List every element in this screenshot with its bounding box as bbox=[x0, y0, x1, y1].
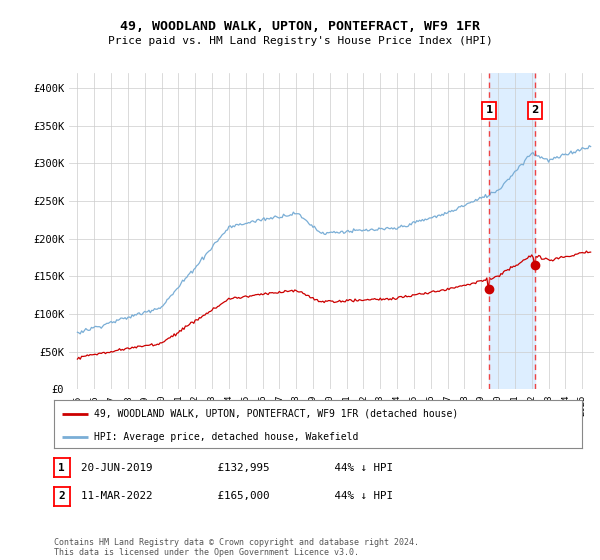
Text: 20-JUN-2019          £132,995          44% ↓ HPI: 20-JUN-2019 £132,995 44% ↓ HPI bbox=[81, 463, 393, 473]
Bar bbox=[489, 73, 535, 389]
Text: 49, WOODLAND WALK, UPTON, PONTEFRACT, WF9 1FR: 49, WOODLAND WALK, UPTON, PONTEFRACT, WF… bbox=[120, 20, 480, 32]
Text: 49, WOODLAND WALK, UPTON, PONTEFRACT, WF9 1FR (detached house): 49, WOODLAND WALK, UPTON, PONTEFRACT, WF… bbox=[94, 409, 458, 419]
Text: HPI: Average price, detached house, Wakefield: HPI: Average price, detached house, Wake… bbox=[94, 432, 358, 442]
Text: Contains HM Land Registry data © Crown copyright and database right 2024.
This d: Contains HM Land Registry data © Crown c… bbox=[54, 538, 419, 557]
Text: 1: 1 bbox=[58, 463, 65, 473]
Text: 11-MAR-2022          £165,000          44% ↓ HPI: 11-MAR-2022 £165,000 44% ↓ HPI bbox=[81, 491, 393, 501]
Text: 2: 2 bbox=[532, 105, 539, 115]
Text: 1: 1 bbox=[485, 105, 493, 115]
Text: Price paid vs. HM Land Registry's House Price Index (HPI): Price paid vs. HM Land Registry's House … bbox=[107, 36, 493, 46]
Text: 2: 2 bbox=[58, 491, 65, 501]
